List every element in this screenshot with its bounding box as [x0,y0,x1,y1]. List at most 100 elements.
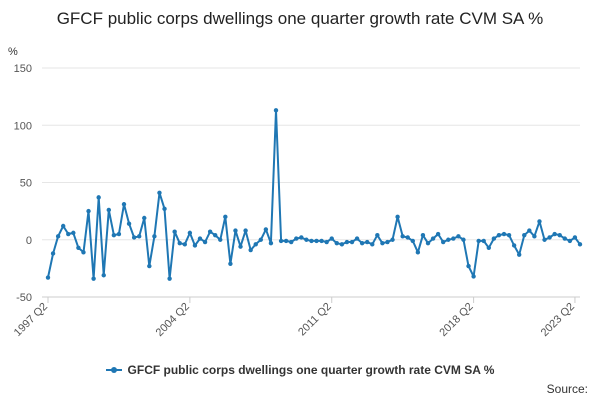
data-point [481,238,486,244]
data-point [466,263,471,269]
data-point [319,238,324,244]
data-point [45,275,51,280]
data-point [354,236,360,241]
data-point [207,229,213,234]
y-tick-label: 50 [20,178,32,190]
data-point [147,263,152,269]
data-point [278,238,284,244]
data-point [167,276,172,281]
y-tick-label: -50 [16,292,32,304]
data-point [299,235,304,240]
data-point [243,228,248,233]
data-point [213,232,218,238]
data-point [253,242,258,247]
data-point [202,239,208,245]
data-point [491,236,497,241]
data-point [547,235,552,240]
data-point [177,240,182,246]
data-point [410,238,415,244]
data-point [111,232,117,238]
data-point [562,236,567,241]
source-label: Source: [546,382,588,396]
data-point [142,215,147,221]
data-point [339,242,345,247]
data-point [405,235,410,240]
data-point [121,202,127,207]
x-tick-label: 2011 Q2 [296,301,334,339]
data-point [334,240,339,246]
data-point [567,238,573,244]
data-point [126,221,132,226]
data-point [385,239,390,245]
x-tick-label: 2004 Q2 [154,301,192,339]
data-point [223,214,228,220]
data-point [283,238,289,244]
legend[interactable]: GFCF public corps dwellings one quarter … [0,363,600,377]
y-tick-label: 100 [14,120,32,132]
data-point [314,238,319,244]
data-point [542,237,547,242]
data-point [71,230,76,236]
data-point [218,237,223,242]
data-point [233,228,238,233]
data-point [197,236,203,241]
data-point [400,234,405,239]
data-point [461,237,466,242]
x-tick-label: 2018 Q2 [437,301,475,339]
data-point [258,237,263,242]
legend-label: GFCF public corps dwellings one quarter … [127,363,495,377]
y-tick-label: 0 [26,235,32,247]
data-point [101,273,106,278]
data-point [96,195,101,200]
data-point [552,231,557,237]
data-point [435,231,441,237]
data-point [420,232,426,238]
data-point [456,234,461,239]
data-point [294,236,299,241]
data-point [86,208,91,214]
data-point [430,236,436,241]
data-point [131,235,137,240]
data-point [415,250,421,255]
data-point [304,237,309,242]
data-point [441,239,446,245]
data-point [238,244,243,249]
data-point [106,207,112,213]
data-point [61,223,66,229]
data-point [324,239,329,245]
data-point [537,219,542,224]
data-point [228,261,233,266]
data-point [309,238,314,244]
data-point [511,243,517,248]
data-point [365,239,370,245]
data-point [50,251,56,256]
data-point [116,231,122,237]
data-point [506,232,512,238]
data-point [182,242,187,247]
data-point [248,247,253,253]
data-point [395,214,400,220]
data-point [172,229,177,234]
data-point [425,240,431,246]
data-point [486,245,491,250]
data-point [375,232,380,238]
data-point [66,231,71,237]
data-point [137,234,142,239]
data-point [55,234,61,239]
data-point [157,190,162,196]
data-point [496,232,502,238]
data-point [81,250,86,255]
data-point [572,235,578,240]
legend-line-marker-icon [105,366,122,373]
x-tick-label: 1997 Q2 [12,301,50,339]
data-point [522,232,527,238]
chart-title: GFCF public corps dwellings one quarter … [56,9,544,28]
data-point [162,206,167,212]
data-point [91,276,96,281]
data-point [187,230,193,236]
data-point [344,239,350,245]
series-line [47,109,581,280]
data-point [527,228,532,233]
data-point [532,234,537,239]
